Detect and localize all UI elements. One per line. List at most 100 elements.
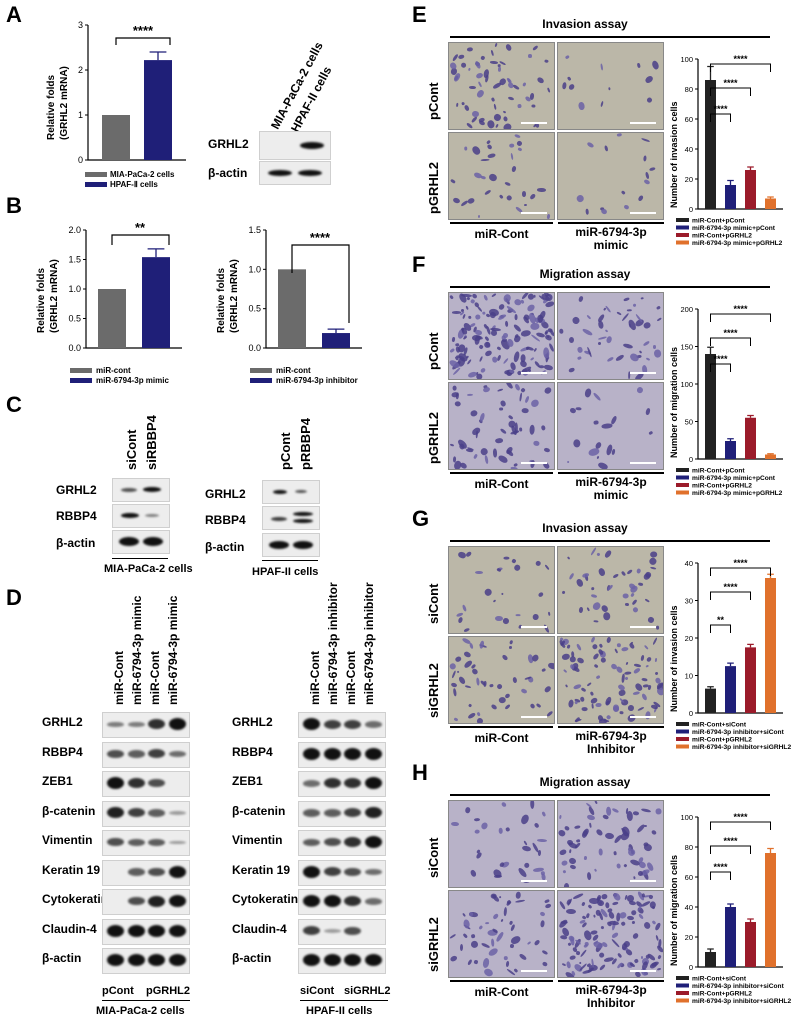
blot-d-left-group-2: pGRHL2 (146, 985, 190, 997)
blot-d-left-strip (102, 889, 190, 915)
chart-g-sig: **** (723, 582, 738, 592)
blot-d-right-strip (298, 771, 386, 797)
chart-b1-legend-swatch-2 (70, 378, 92, 383)
chart-h-legend-swatch (676, 976, 689, 980)
chart-g: Number of invasion cells010203040*******… (669, 558, 791, 751)
assay-g-title-rule (450, 540, 770, 542)
micrograph (448, 800, 555, 888)
chart-h-legend-label: miR-Cont+pGRHL2 (692, 991, 752, 998)
y-tick-label: 1.0 (68, 284, 81, 294)
bar (765, 578, 776, 713)
chart-e-legend-swatch (676, 225, 689, 230)
micrograph (557, 546, 664, 634)
blot-d-right-row-label: β-catenin (232, 803, 286, 818)
error-bar (327, 328, 345, 334)
chart-g-legend-label: miR-6794-3p inhibitor+siCont (692, 729, 785, 736)
chart-h-sig: **** (723, 836, 738, 846)
assay-g-row-1: siCont (426, 583, 441, 624)
blot-d-right-row-label: Claudin-4 (232, 921, 287, 936)
y-tick-label: 3 (78, 20, 83, 30)
bar (745, 417, 756, 459)
chart-g-sig: **** (733, 558, 748, 568)
bar (102, 115, 130, 160)
error-bar (727, 903, 734, 907)
bar (745, 647, 756, 713)
chart-g-legend-swatch (676, 744, 689, 749)
y-tick-label: 200 (680, 305, 693, 314)
micrograph (557, 890, 664, 978)
assay-g-col-1: miR-Cont (474, 731, 529, 745)
assay-col-rule (450, 472, 553, 474)
y-tick-label: 30 (685, 597, 693, 606)
chart-e-legend-label: miR-Cont+pGRHL2 (692, 233, 752, 240)
blot-d-right-strip (298, 859, 386, 886)
chart-g-legend-swatch (676, 729, 689, 734)
blot-a-row-grhl2: GRHL2 (208, 137, 249, 151)
panel-letter-e: E (412, 2, 427, 27)
micrograph (557, 292, 664, 380)
assay-h-row-2: siGRHL2 (426, 917, 441, 972)
chart-b1-sig-bracket (111, 234, 170, 245)
chart-b2: Relative folds (GRHL2 mRNA) 0.0 0.5 1.0 1.5… (216, 225, 362, 385)
blot-d-left-strip (102, 948, 190, 974)
blot-d-right-strip (298, 918, 386, 945)
y-tick-label: 40 (685, 559, 693, 568)
chart-f: Number of migration cells 0 50 100 150 200 ***… (669, 304, 783, 497)
chart-f-sig: **** (733, 304, 748, 314)
blot-d-right-row-label: Vimentin (232, 833, 283, 847)
error-bar (767, 453, 774, 455)
error-bar (727, 179, 734, 185)
chart-b2-legend-1: miR-cont (276, 366, 311, 375)
chart-f-sig-bracket (710, 363, 731, 372)
blot-d-left-row-label: Vimentin (42, 833, 93, 847)
chart-h: Number of migration cells 0 20 40 60 80 100 ***… (669, 812, 791, 1005)
micrograph (448, 546, 555, 634)
chart-h-legend-label: miR-6794-3p inhibitor+siCont (692, 983, 785, 990)
chart-f-legend-swatch (676, 475, 689, 480)
chart-h-sig-bracket (710, 845, 751, 854)
y-tick-label: 80 (685, 85, 693, 94)
y-tick-label: 0 (689, 709, 693, 718)
chart-e-legend-label: miR-6794-3p mimic+pGRHL2 (692, 240, 783, 247)
error-bar (707, 686, 714, 689)
bar (725, 666, 736, 713)
blot-c-right-row-3: β-actin (205, 540, 245, 554)
chart-e-sig-bracket (710, 113, 731, 122)
chart-a-legend-swatch-2 (85, 182, 107, 187)
error-bar (767, 847, 774, 853)
blot-d-right-row-label: RBBP4 (232, 744, 273, 759)
blot-d-right-strip (298, 712, 386, 738)
blot-c-left-col-2: siRBBP4 (144, 415, 159, 470)
micrograph (448, 132, 555, 220)
bar (765, 853, 776, 967)
blot-c-right-rbbp4 (262, 506, 320, 530)
chart-g-sig-bracket (710, 591, 751, 600)
chart-e-legend-swatch (676, 218, 689, 222)
chart-g-ylabel: Number of invasion cells (669, 605, 679, 712)
chart-b2-sig-bracket (291, 244, 350, 323)
assay-e-title: Invasion assay (542, 17, 628, 31)
chart-f-sig-bracket (710, 313, 771, 322)
assay-col-rule (450, 726, 553, 728)
chart-g-legend-label: miR-6794-3p inhibitor+siGRHL2 (692, 744, 791, 751)
blot-a-row-actin: β-actin (208, 166, 248, 180)
chart-b2-sig: **** (310, 230, 331, 245)
chart-f-legend-swatch (676, 483, 689, 487)
assay-e-col-2: miR-6794-3p mimic (575, 225, 647, 252)
chart-a-sig: **** (133, 23, 154, 38)
chart-b1-ylabel-1: Relative folds (36, 268, 47, 333)
error-bar (707, 346, 714, 354)
blot-d-right-col-4: miR-6794-3p inhibitor (362, 582, 376, 705)
chart-e-sig: **** (733, 54, 748, 64)
chart-b2-ylabel-1: Relative folds (216, 268, 227, 333)
chart-g-sig: ** (717, 615, 725, 625)
blot-d-left-strip (102, 741, 190, 768)
blot-c-right-actin (262, 533, 320, 557)
blot-d-right-strip (298, 889, 386, 915)
chart-a-ylabel-2: (GRHL2 mRNA) (59, 66, 70, 140)
blot-c-right-row-2: RBBP4 (205, 513, 246, 527)
bar (144, 60, 172, 160)
chart-e-ylabel: Number of invasion cells (669, 101, 679, 208)
chart-e: Number of invasion cells 0 20 40 60 80 100 ****… (669, 54, 783, 247)
y-tick-label: 0.0 (68, 343, 81, 353)
